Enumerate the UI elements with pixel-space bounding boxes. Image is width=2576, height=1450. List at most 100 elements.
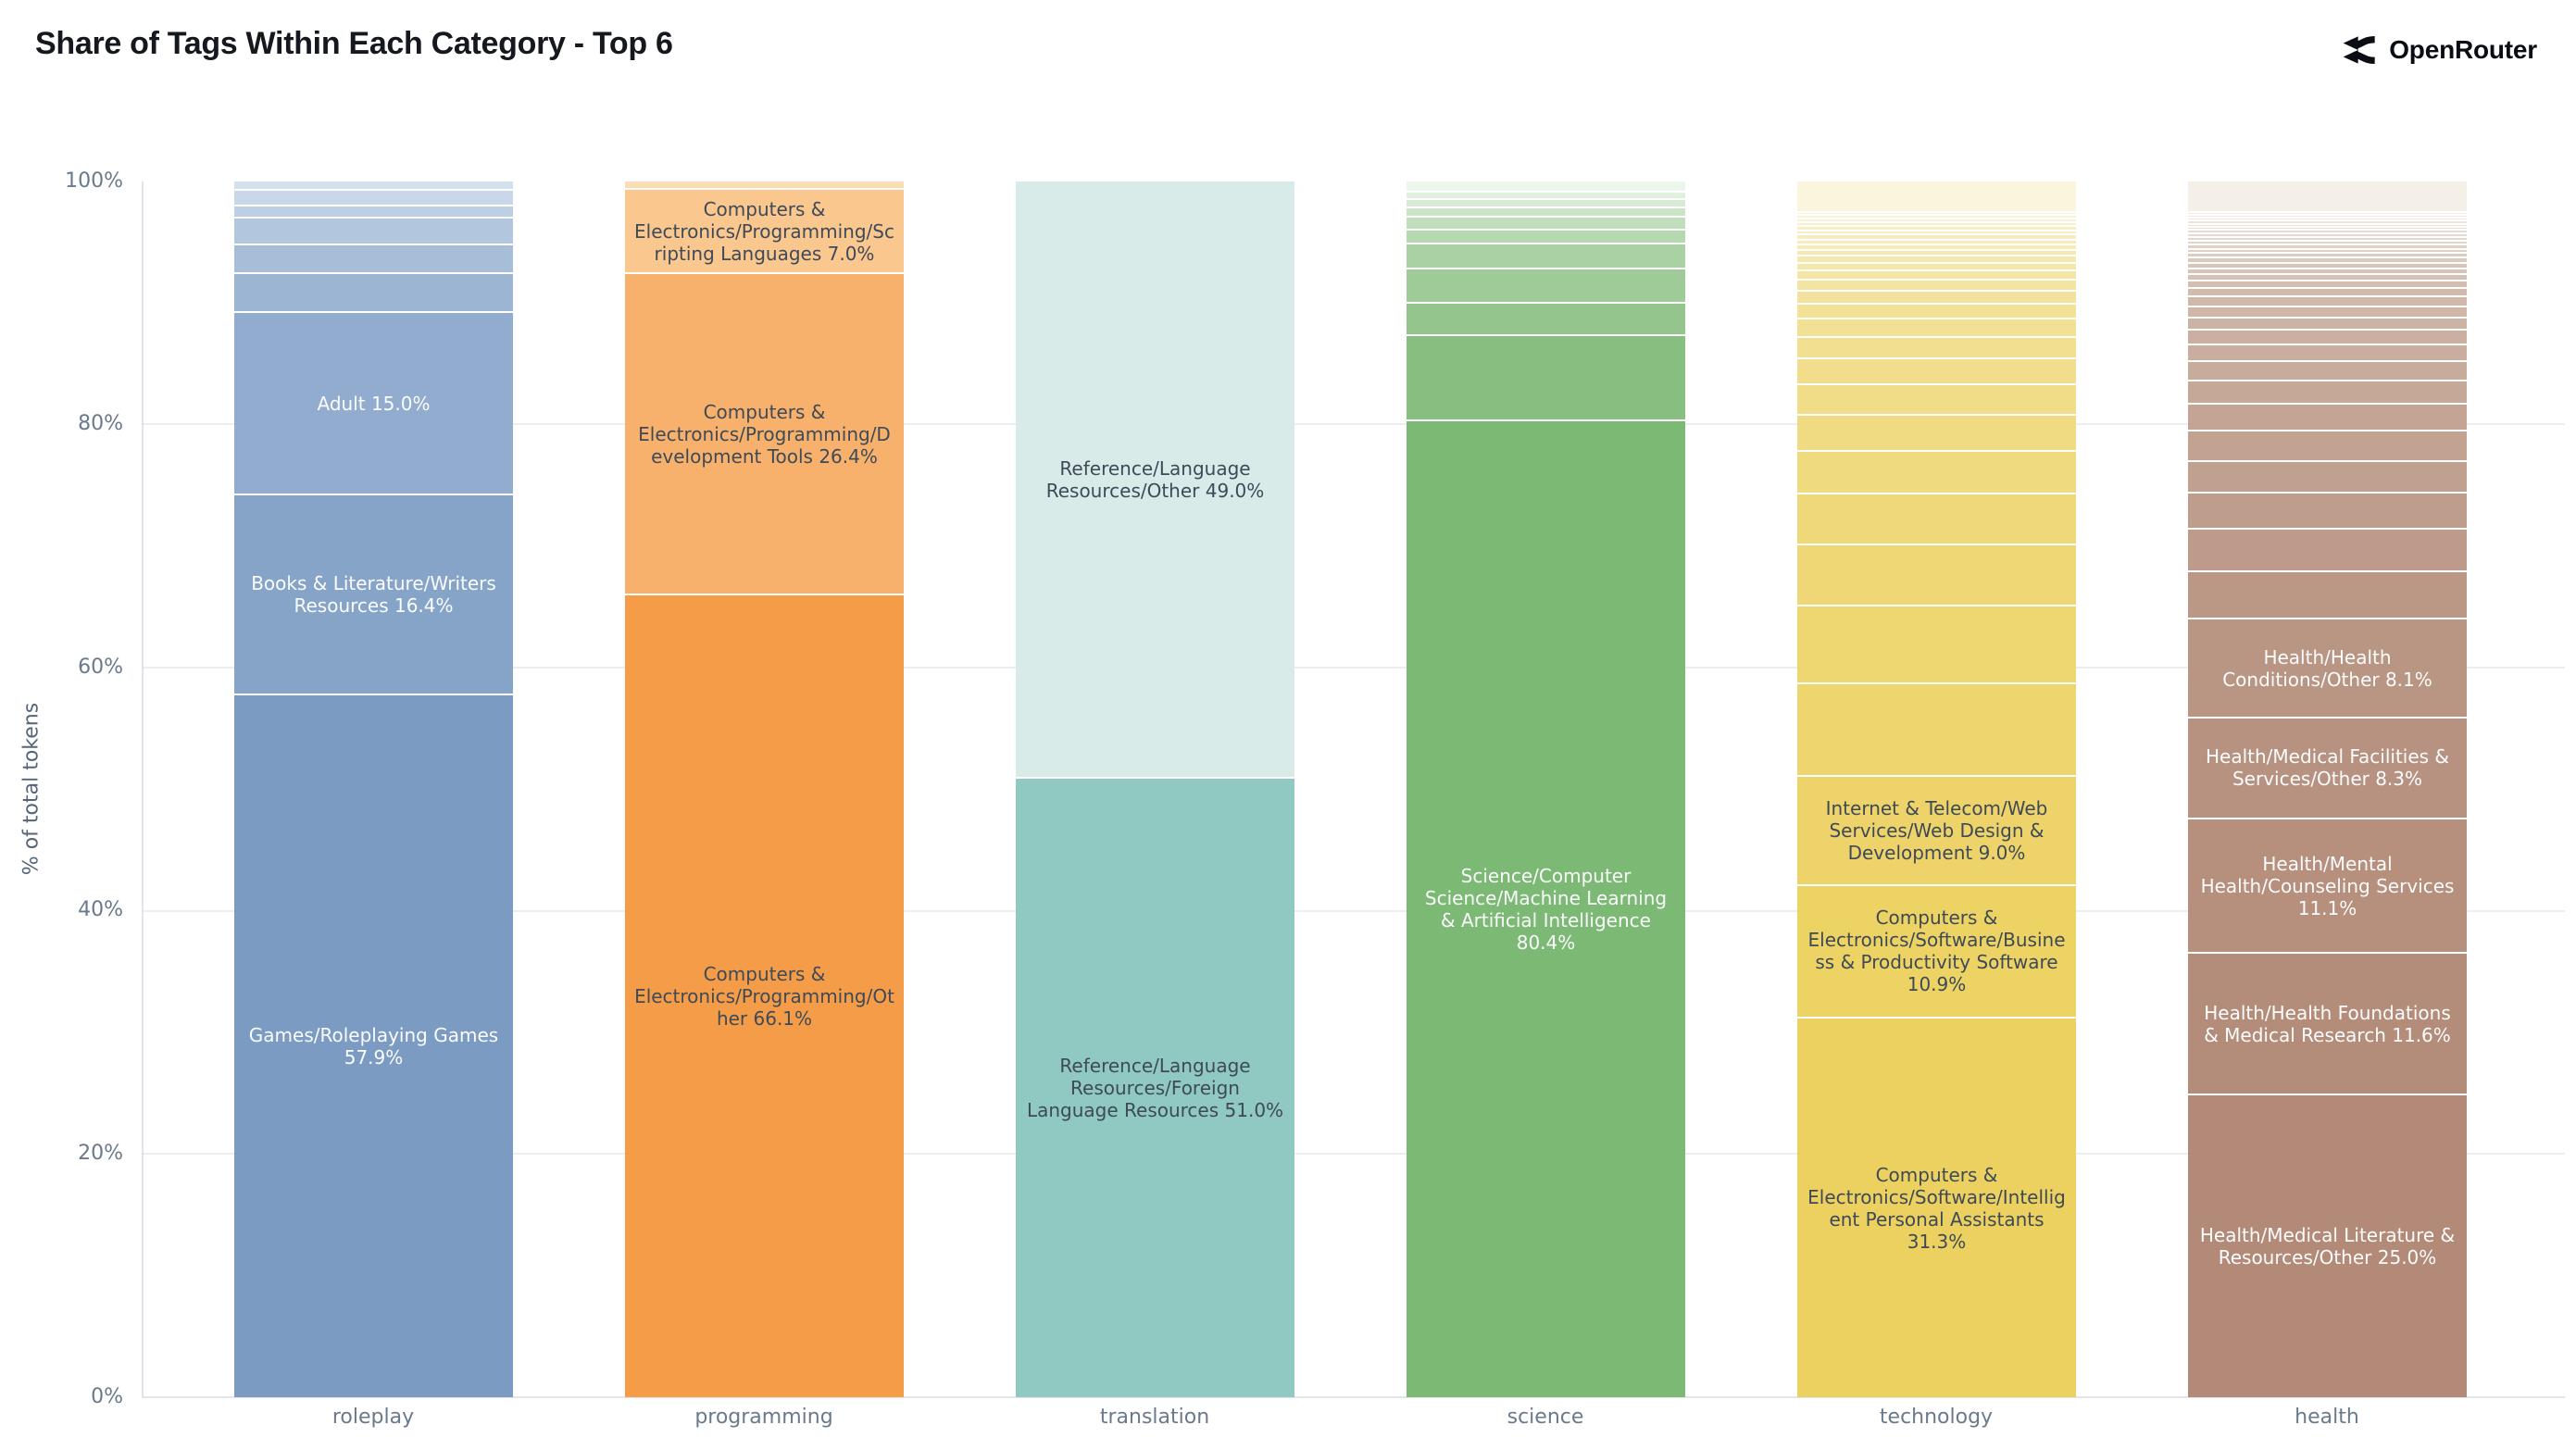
bar-segment[interactable] [2188,217,2467,220]
bar-segment[interactable] [2188,232,2467,237]
bar-segment[interactable] [1407,181,1685,191]
bar-segment[interactable] [1797,221,2076,226]
bar-segment[interactable] [1797,229,2076,234]
bar-segment[interactable] [1797,681,2076,775]
bar-segment[interactable] [2188,343,2467,360]
bar-segment[interactable] [1407,334,1685,420]
bar-segment[interactable] [1407,197,1685,206]
bar-health: Health/Health Conditions/Other 8.1% Healt… [2188,181,2467,1397]
bar-segment[interactable] [1407,215,1685,230]
bar-segment[interactable] [1797,357,2076,383]
bar-segment[interactable]: Internet & Telecom/Web Services/Web Desi… [1797,774,2076,884]
bar-segment[interactable] [1797,261,2076,270]
bar-segment[interactable] [1797,450,2076,494]
bar-segment[interactable] [1797,214,2076,219]
bar-segment[interactable] [1797,604,2076,682]
bar-segment[interactable] [1407,190,1685,198]
bar-segment[interactable]: Computers & Electronics/Programming/Deve… [625,272,904,594]
bar-segment[interactable] [1407,268,1685,302]
bar-segment[interactable] [1797,382,2076,414]
bar-segment[interactable] [2188,360,2467,380]
bar-segment[interactable] [2188,429,2467,460]
bar-segment[interactable] [2188,229,2467,233]
bar-segment[interactable] [1407,206,1685,216]
bar-segment[interactable] [2188,295,2467,306]
bar-segment[interactable] [1407,301,1685,335]
bar-segment[interactable] [1797,233,2076,239]
bar-segment[interactable] [2188,402,2467,430]
bar-segment[interactable] [625,181,904,188]
bar-segment[interactable] [2188,280,2467,288]
bar-segment[interactable] [2188,219,2467,223]
bar-segment[interactable] [2188,287,2467,296]
bar-segment[interactable] [2188,256,2467,262]
bar-segment[interactable] [234,181,513,189]
segment-label: Computers & Electronics/Software/Busines… [1807,906,2066,996]
bar-segment[interactable]: Science/Computer Science/Machine Learnin… [1407,419,1685,1397]
bar-segment[interactable] [1407,229,1685,243]
bar-segment[interactable] [1797,335,2076,358]
bar-segment[interactable] [2188,380,2467,403]
bar-segment[interactable] [2188,247,2467,253]
bar-segment[interactable] [234,272,513,312]
brand-logo[interactable]: OpenRouter [2341,31,2537,69]
bar-segment[interactable] [1797,181,2076,211]
bar-segment[interactable] [1797,238,2076,244]
bar-segment[interactable] [1797,302,2076,319]
bar-segment[interactable] [2188,225,2467,230]
bar-segment[interactable] [2188,243,2467,248]
bar-segment[interactable] [2188,328,2467,344]
bar-segment[interactable] [1797,218,2076,222]
bar-segment[interactable] [1797,210,2076,215]
bar-segment[interactable]: Reference/Language Resources/Foreign Lan… [1016,777,1294,1397]
bar-segment[interactable] [2188,267,2467,274]
bar-segment[interactable]: Computers & Electronics/Software/Intelli… [1797,1017,2076,1397]
bar-segment[interactable] [1797,243,2076,249]
bar-segment[interactable]: Health/Health Foundations & Medical Rese… [2188,952,2467,1094]
bar-segment[interactable] [2188,210,2467,214]
bar-segment[interactable] [2188,222,2467,226]
bar-segment[interactable]: Computers & Electronics/Programming/Othe… [625,594,904,1397]
bar-segment[interactable] [2188,528,2467,571]
bar-segment[interactable] [1797,493,2076,544]
bar-segment[interactable] [1797,289,2076,303]
bar-segment[interactable] [234,204,513,218]
y-tick-label: 100% [65,169,123,193]
bar-segment[interactable] [2188,305,2467,317]
bar-segment[interactable] [2188,273,2467,281]
bar-segment[interactable] [1797,248,2076,256]
bar-segment[interactable] [2188,236,2467,241]
bar-segment[interactable]: Health/Medical Literature & Resources/Ot… [2188,1093,2467,1397]
bar-segment[interactable] [1797,269,2076,280]
bar-segment[interactable] [1797,544,2076,605]
bar-segment[interactable] [2188,316,2467,329]
bar-segment[interactable] [234,217,513,244]
bar-segment[interactable] [234,188,513,205]
bar-segment[interactable] [234,243,513,273]
bar-segment[interactable] [2188,252,2467,257]
bar-segment[interactable] [1797,413,2076,451]
bar-segment[interactable]: Health/Health Conditions/Other 8.1% [2188,618,2467,717]
bar-segment[interactable] [2188,491,2467,529]
bar-segment[interactable]: Health/Mental Health/Counseling Services… [2188,817,2467,953]
bar-segment[interactable]: Computers & Electronics/Programming/Scri… [625,187,904,273]
segment-label: Adult 15.0% [317,392,431,415]
bar-segment[interactable]: Health/Medical Facilities & Services/Oth… [2188,716,2467,818]
bar-segment[interactable]: Games/Roleplaying Games 57.9% [234,693,513,1397]
bar-segment[interactable] [2188,459,2467,492]
bar-segment[interactable] [2188,240,2467,244]
bar-segment[interactable] [2188,261,2467,268]
bar-segment[interactable] [1797,225,2076,230]
bar-segment[interactable]: Books & Literature/Writers Resources 16.… [234,494,513,694]
bar-segment[interactable]: Adult 15.0% [234,311,513,494]
bar-segment[interactable] [1797,318,2076,336]
bar-segment[interactable]: Computers & Electronics/Software/Busines… [1797,883,2076,1018]
bar-segment[interactable] [2188,570,2467,619]
bar-segment[interactable]: Reference/Language Resources/Other 49.0% [1016,181,1294,778]
bar-segment[interactable] [1797,255,2076,262]
bar-segment[interactable] [1407,242,1685,269]
bar-segment[interactable] [2188,181,2467,211]
segment-label: Internet & Telecom/Web Services/Web Desi… [1825,796,2048,864]
bar-segment[interactable] [1797,279,2076,290]
bar-segment[interactable] [2188,213,2467,218]
